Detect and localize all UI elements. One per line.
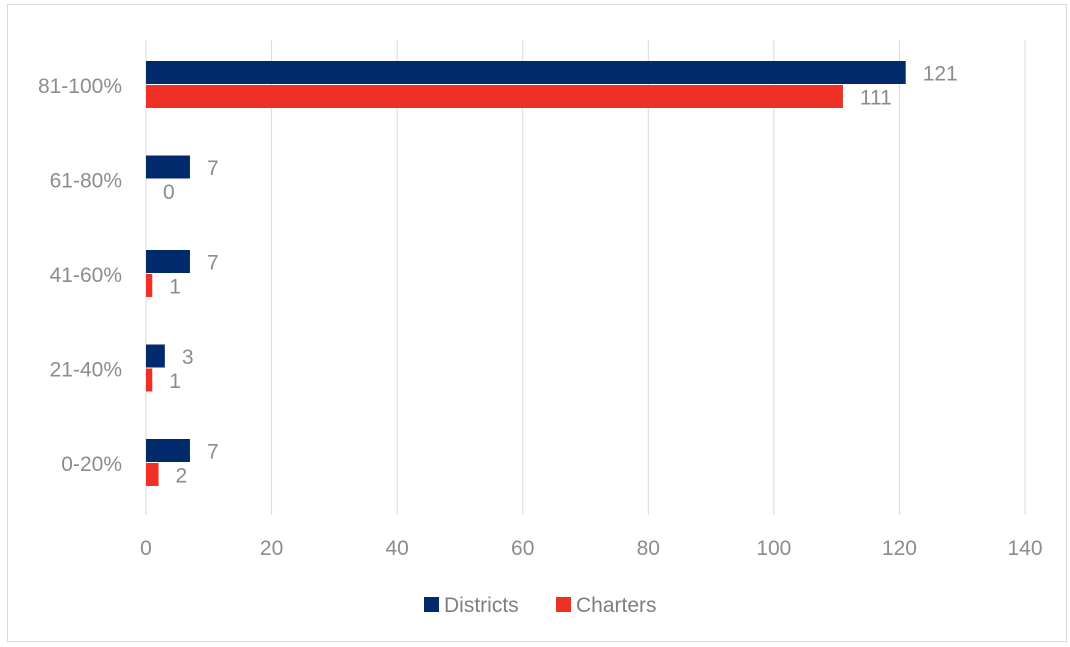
bar-charters	[146, 274, 153, 297]
bar-charters	[146, 368, 153, 392]
gridlines	[145, 40, 1026, 515]
chart-frame	[7, 4, 1067, 642]
category-label: 41-60%	[50, 264, 122, 287]
category-label: 21-40%	[50, 359, 122, 382]
data-label: 0	[163, 181, 175, 204]
x-tick-label: 20	[260, 537, 283, 560]
x-tick-label: 40	[385, 537, 408, 560]
data-label: 7	[207, 252, 219, 275]
data-label: 7	[207, 441, 219, 464]
x-tick-labels: 0 20 40 60 80 100 120 140	[140, 537, 1042, 560]
bar-charters	[146, 85, 843, 108]
data-label: 3	[182, 346, 194, 369]
data-label: 1	[169, 276, 181, 299]
x-tick-label: 60	[511, 537, 534, 560]
x-tick-label: 100	[756, 537, 791, 560]
legend-swatch-charters	[556, 597, 571, 612]
data-label: 1	[169, 370, 181, 393]
x-tick-label: 80	[637, 537, 660, 560]
legend-swatch-districts	[424, 597, 439, 612]
legend-label-charters: Charters	[576, 594, 657, 617]
category-label: 0-20%	[61, 453, 122, 476]
bar-districts	[146, 344, 165, 368]
x-tick-label: 140	[1007, 537, 1042, 560]
bar-districts	[146, 250, 190, 273]
category-labels: 81-100% 61-80% 41-60% 21-40% 0-20%	[38, 75, 122, 476]
data-label: 121	[923, 63, 958, 86]
category-label: 61-80%	[50, 170, 122, 193]
bar-districts	[146, 439, 190, 462]
data-label: 2	[176, 465, 188, 488]
bar-districts	[146, 61, 906, 84]
data-label: 7	[207, 157, 219, 180]
legend-label-districts: Districts	[444, 594, 519, 617]
legend: Districts Charters	[424, 594, 657, 617]
data-label: 111	[860, 87, 892, 110]
bar-districts	[146, 155, 190, 179]
x-tick-label: 120	[882, 537, 917, 560]
category-label: 81-100%	[38, 75, 122, 98]
x-tick-label: 0	[140, 537, 152, 560]
bar-charters	[146, 463, 159, 486]
bars	[146, 61, 906, 486]
